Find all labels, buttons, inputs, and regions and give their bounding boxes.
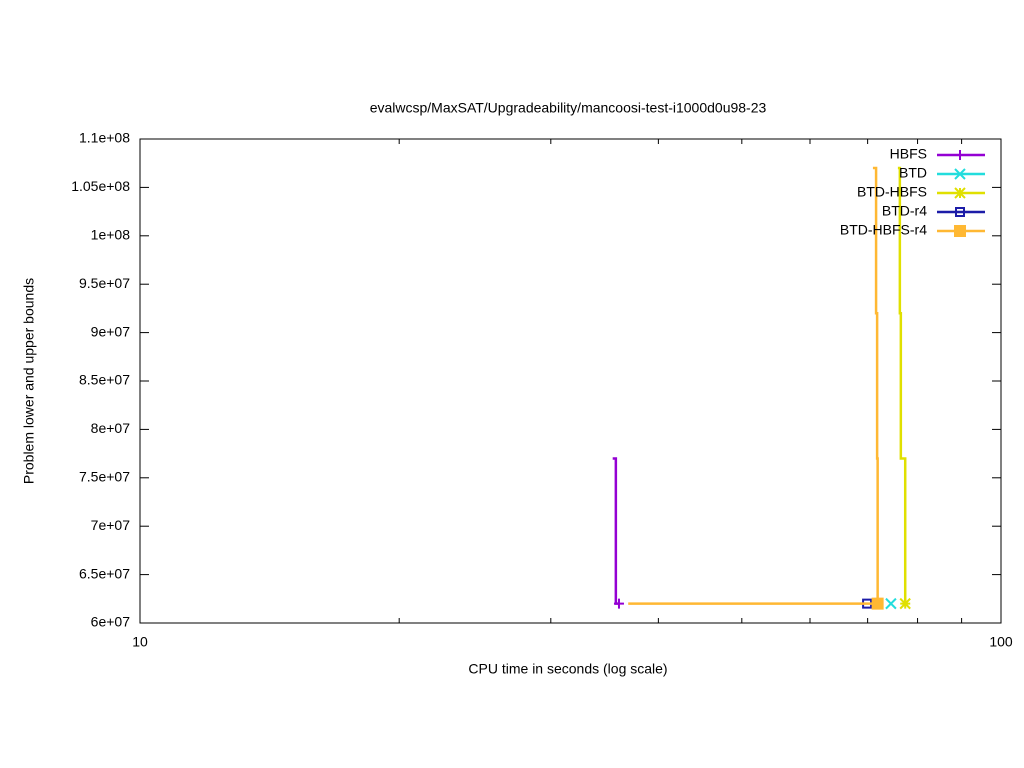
y-tick-label: 6.5e+07 — [79, 565, 130, 581]
legend-label: BTD-r4 — [882, 203, 927, 219]
y-axis-label: Problem lower and upper bounds — [21, 278, 37, 484]
chart-title: evalwcsp/MaxSAT/Upgradeability/mancoosi-… — [370, 100, 767, 116]
marker — [885, 597, 897, 610]
x-tick-label: 100 — [989, 634, 1013, 650]
legend-label: BTD-HBFS — [857, 184, 927, 200]
y-tick-label: 1e+08 — [91, 227, 131, 243]
legend-marker — [954, 225, 966, 237]
y-tick-label: 1.1e+08 — [79, 130, 130, 146]
legend-label: BTD-HBFS-r4 — [840, 222, 927, 238]
legend-marker — [954, 168, 966, 180]
marker — [862, 598, 873, 609]
y-tick-label: 9e+07 — [91, 323, 131, 339]
legend-label: BTD — [899, 165, 927, 181]
y-tick-label: 7e+07 — [91, 517, 131, 533]
y-tick-label: 8e+07 — [91, 420, 131, 436]
marker — [613, 598, 624, 609]
legend-marker — [955, 207, 965, 217]
marker — [871, 597, 884, 610]
y-tick-label: 6e+07 — [91, 614, 131, 630]
marker — [899, 597, 911, 610]
series-line — [897, 166, 907, 604]
y-tick-label: 1.05e+08 — [71, 178, 130, 194]
plot-frame — [139, 138, 1002, 624]
y-tick-label: 9.5e+07 — [79, 275, 130, 291]
y-tick-label: 8.5e+07 — [79, 372, 130, 388]
x-tick-label: 10 — [132, 634, 148, 650]
legend-marker — [955, 150, 965, 160]
legend-marker — [954, 187, 966, 199]
legend-label: HBFS — [890, 146, 927, 162]
x-axis-label: CPU time in seconds (log scale) — [468, 661, 667, 677]
y-tick-label: 7.5e+07 — [79, 469, 130, 485]
series-line — [628, 166, 879, 605]
